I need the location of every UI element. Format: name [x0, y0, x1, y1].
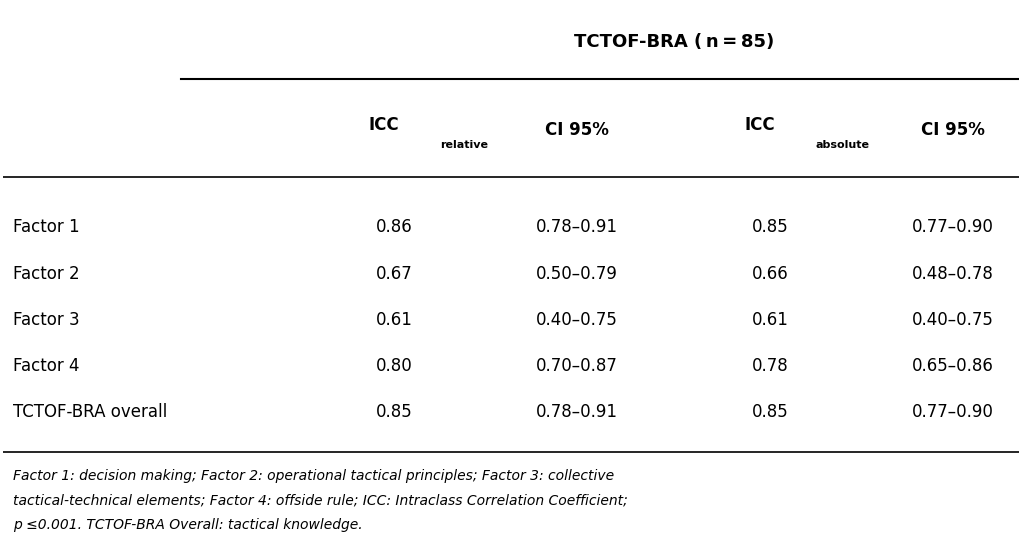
Text: 0.70–0.87: 0.70–0.87: [537, 357, 618, 375]
Text: 0.48–0.78: 0.48–0.78: [913, 265, 994, 283]
Text: 0.77–0.90: 0.77–0.90: [913, 218, 994, 236]
Text: 0.86: 0.86: [376, 218, 413, 236]
Text: Factor 1: decision making; Factor 2: operational tactical principles; Factor 3: : Factor 1: decision making; Factor 2: ope…: [13, 468, 614, 483]
Text: 0.78: 0.78: [752, 357, 789, 375]
Text: ICC: ICC: [745, 116, 776, 133]
Text: p ≤0.001. TCTOF-BRA Overall: tactical knowledge.: p ≤0.001. TCTOF-BRA Overall: tactical kn…: [13, 518, 363, 532]
Text: 0.78–0.91: 0.78–0.91: [537, 403, 618, 421]
Text: 0.85: 0.85: [376, 403, 413, 421]
Text: 0.40–0.75: 0.40–0.75: [913, 311, 994, 329]
Text: 0.65–0.86: 0.65–0.86: [913, 357, 994, 375]
Text: CI 95%: CI 95%: [545, 121, 609, 139]
Text: 0.67: 0.67: [376, 265, 413, 283]
Text: Factor 4: Factor 4: [13, 357, 80, 375]
Text: absolute: absolute: [816, 140, 870, 150]
Text: 0.78–0.91: 0.78–0.91: [537, 218, 618, 236]
Text: TCTOF-BRA ( n = 85): TCTOF-BRA ( n = 85): [573, 33, 774, 51]
Text: CI 95%: CI 95%: [921, 121, 985, 139]
Text: 0.85: 0.85: [752, 218, 789, 236]
Text: Factor 3: Factor 3: [13, 311, 80, 329]
Text: 0.85: 0.85: [752, 403, 789, 421]
Text: Factor 1: Factor 1: [13, 218, 80, 236]
Text: tactical-technical elements; Factor 4: offside rule; ICC: Intraclass Correlation: tactical-technical elements; Factor 4: o…: [13, 494, 628, 508]
Text: Factor 2: Factor 2: [13, 265, 80, 283]
Text: relative: relative: [439, 140, 487, 150]
Text: 0.61: 0.61: [376, 311, 413, 329]
Text: 0.50–0.79: 0.50–0.79: [537, 265, 618, 283]
Text: TCTOF-BRA overall: TCTOF-BRA overall: [13, 403, 168, 421]
Text: 0.61: 0.61: [752, 311, 789, 329]
Text: 0.66: 0.66: [752, 265, 789, 283]
Text: 0.77–0.90: 0.77–0.90: [913, 403, 994, 421]
Text: 0.80: 0.80: [376, 357, 413, 375]
Text: ICC: ICC: [369, 116, 400, 133]
Text: 0.40–0.75: 0.40–0.75: [537, 311, 618, 329]
